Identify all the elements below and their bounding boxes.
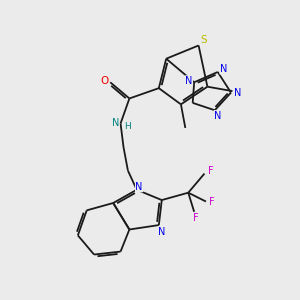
Text: S: S bbox=[201, 35, 207, 45]
Text: N: N bbox=[214, 110, 221, 121]
Text: N: N bbox=[158, 226, 166, 237]
Text: O: O bbox=[100, 76, 109, 86]
Text: H: H bbox=[124, 122, 130, 131]
Text: F: F bbox=[209, 196, 214, 206]
Text: N: N bbox=[135, 182, 143, 192]
Text: N: N bbox=[220, 64, 227, 74]
Text: F: F bbox=[193, 213, 199, 223]
Text: N: N bbox=[112, 118, 119, 128]
Text: N: N bbox=[234, 88, 241, 98]
Text: F: F bbox=[208, 167, 213, 176]
Text: N: N bbox=[185, 76, 193, 86]
